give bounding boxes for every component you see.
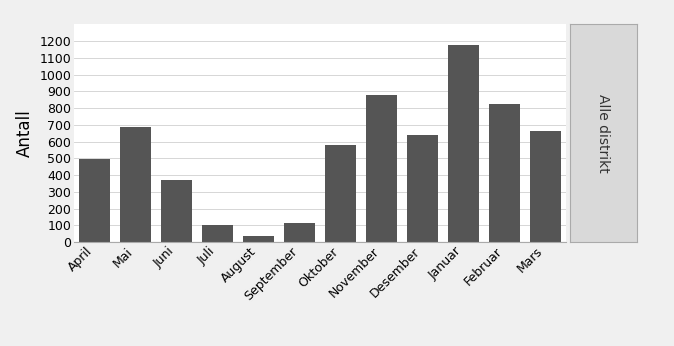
Bar [243,236,274,242]
Y-axis label: Antall: Antall [16,109,34,157]
Bar [489,104,520,242]
Bar [530,131,561,242]
Bar [366,95,397,242]
Text: Alle distrikt: Alle distrikt [596,94,610,173]
Bar [284,223,315,242]
Bar [407,135,438,242]
Bar [448,45,479,242]
Bar [161,180,192,242]
Bar [202,225,233,242]
Bar [120,127,151,242]
Bar [326,145,356,242]
Bar [80,159,110,242]
